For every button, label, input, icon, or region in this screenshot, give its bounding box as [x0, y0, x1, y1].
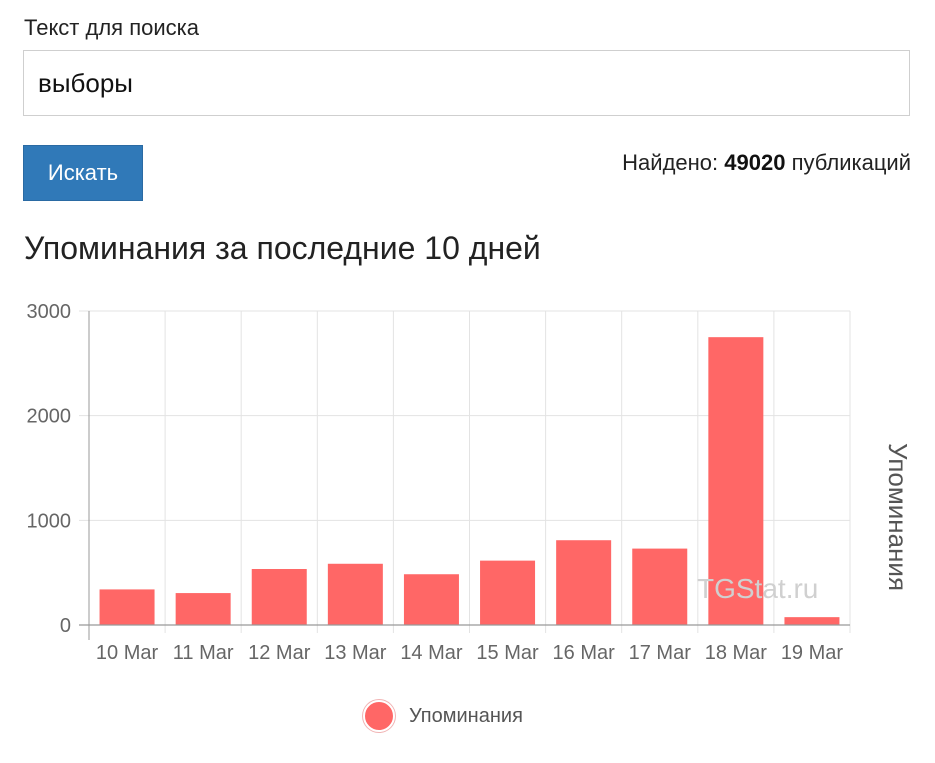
bar[interactable]	[175, 593, 231, 625]
y-tick-label: 2000	[27, 406, 72, 428]
mentions-chart: 0 1000 2000 3000 10 Mar 11 Mar 12 Mar 13 Mar 14…	[27, 301, 914, 664]
bar[interactable]	[480, 560, 536, 625]
x-tick-label: 19 Mar	[781, 642, 844, 664]
bars	[99, 337, 840, 625]
watermark: TGStat.ru	[697, 573, 819, 604]
y-axis-label: Упоминания	[883, 443, 913, 591]
bar[interactable]	[632, 548, 688, 625]
chart-legend[interactable]: Упоминания	[363, 700, 523, 732]
chart-title: Упоминания за последние 10 дней	[24, 230, 541, 266]
results-count: Найдено: 49020 публикаций	[622, 150, 911, 176]
results-prefix: Найдено:	[622, 150, 719, 175]
x-tick-label: 14 Mar	[400, 642, 463, 664]
legend-swatch	[363, 700, 395, 732]
x-tick-label: 10 Mar	[96, 642, 159, 664]
x-axis: 10 Mar 11 Mar 12 Mar 13 Mar 14 Mar 15 Mar 16 M…	[79, 624, 850, 664]
results-suffix: публикаций	[791, 150, 911, 175]
y-axis-ticks: 0 1000 2000 3000	[27, 301, 72, 637]
bar[interactable]	[327, 563, 383, 625]
x-tick-label: 11 Mar	[173, 642, 234, 664]
x-tick-label: 18 Mar	[705, 642, 768, 664]
bar[interactable]	[708, 337, 764, 625]
grid-lines	[79, 310, 851, 640]
search-input[interactable]	[23, 50, 910, 116]
y-tick-label: 0	[60, 615, 71, 637]
y-tick-label: 3000	[27, 301, 72, 323]
bar[interactable]	[784, 617, 840, 625]
search-button[interactable]: Искать	[23, 145, 143, 201]
results-number: 49020	[724, 150, 786, 175]
search-label: Текст для поиска	[24, 15, 199, 40]
x-tick-label: 17 Mar	[629, 642, 692, 664]
bar[interactable]	[556, 540, 612, 625]
bar[interactable]	[251, 569, 307, 625]
x-tick-label: 13 Mar	[324, 642, 387, 664]
x-tick-label: 12 Mar	[248, 642, 311, 664]
y-tick-label: 1000	[27, 510, 72, 532]
x-tick-label: 16 Mar	[553, 642, 616, 664]
x-tick-label: 15 Mar	[476, 642, 539, 664]
bar[interactable]	[403, 574, 459, 625]
legend-label: Упоминания	[409, 704, 523, 727]
bar[interactable]	[99, 589, 155, 625]
